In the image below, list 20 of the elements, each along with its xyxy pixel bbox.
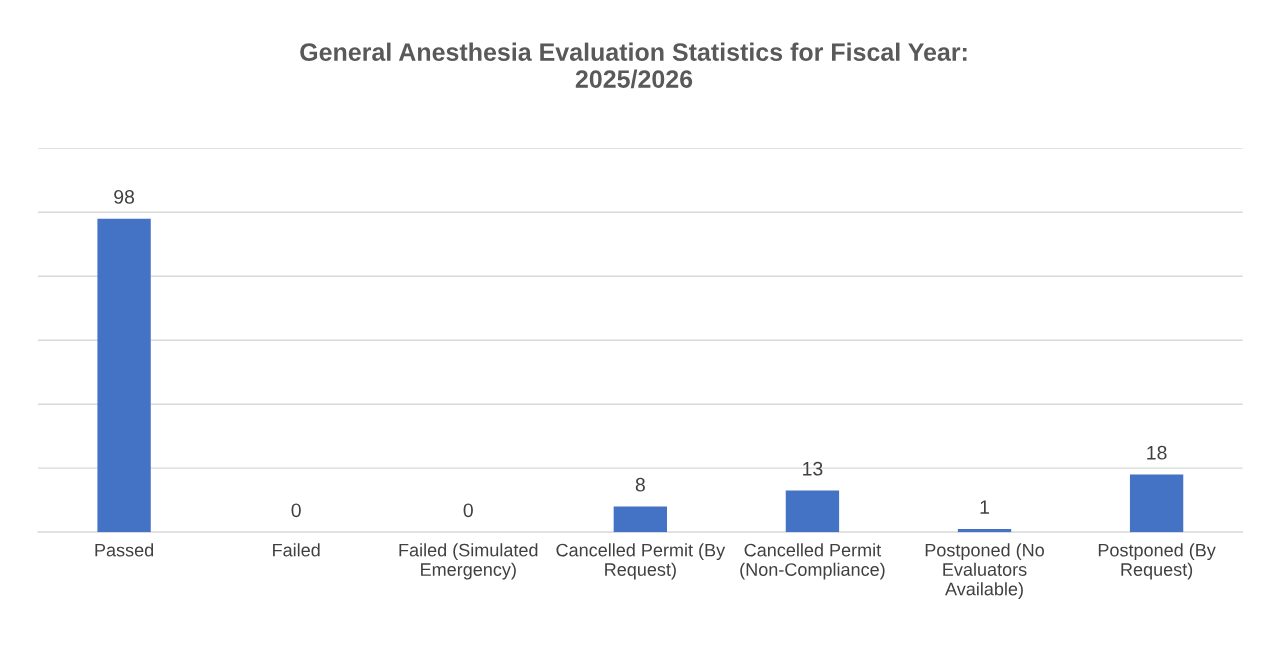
data-label: 8 — [635, 477, 645, 492]
bar — [1129, 474, 1184, 533]
bar — [613, 506, 668, 533]
data-label: 18 — [1147, 445, 1167, 460]
x-tick-label: Passed — [95, 543, 154, 557]
data-label: 98 — [114, 189, 135, 204]
x-tick-label: Postponed (By Request) — [1098, 543, 1216, 580]
x-tick-label: Cancelled Permit (Non-Compliance) — [740, 543, 885, 580]
data-label: 0 — [291, 503, 301, 518]
bar — [957, 528, 1012, 533]
bar — [97, 218, 151, 533]
bar — [785, 490, 840, 533]
data-label: 1 — [980, 500, 989, 514]
x-tick-label: Failed (Simulated Emergency) — [399, 543, 538, 580]
x-tick-label: Postponed (No Evaluators Available) — [925, 543, 1044, 599]
x-tick-label: Cancelled Permit (By Request) — [556, 543, 726, 580]
data-label: 13 — [803, 461, 823, 476]
chart-title: General Anesthesia Evaluation Statistics for Fiscal Year: 2025/2026 — [300, 42, 967, 89]
x-tick-label: Failed — [273, 543, 320, 557]
data-label: 0 — [463, 503, 473, 518]
